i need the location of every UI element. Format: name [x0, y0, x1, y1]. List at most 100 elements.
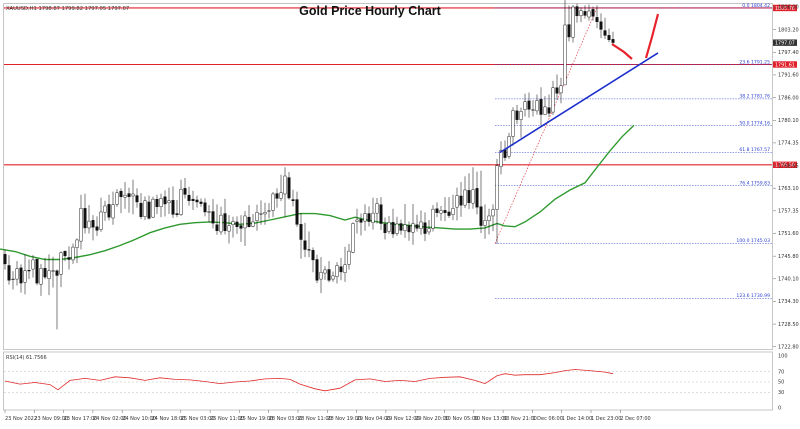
candle-body — [247, 216, 251, 227]
chart-title: Gold Price Hourly Chart — [299, 4, 442, 18]
candle-body — [539, 99, 543, 115]
candle-body — [79, 208, 83, 242]
candle-body — [339, 266, 343, 273]
candle-body — [171, 200, 175, 215]
candle-body — [551, 87, 555, 113]
candle-body — [227, 225, 231, 232]
fib-diagonal-line — [494, 7, 598, 244]
candle-body — [463, 189, 467, 206]
candle-body — [183, 188, 187, 195]
price-tick-label: 1763.10 — [778, 186, 799, 192]
candle-body — [579, 10, 583, 17]
candle-body — [431, 208, 435, 229]
rsi-label: RSI(14) 61.7566 — [6, 355, 47, 361]
candle-body — [203, 202, 207, 213]
candle-body — [307, 249, 311, 251]
candle-body — [323, 269, 327, 274]
fib-level-label: 123.6 1730.99 — [736, 293, 770, 299]
candle-body — [115, 192, 119, 205]
candle-body — [303, 240, 307, 250]
price-label-text: 1797.07 — [775, 40, 795, 46]
candle-body — [111, 204, 115, 219]
candle-body — [419, 221, 423, 229]
candle-body — [179, 188, 183, 215]
fib-level-label: 76.4 1759.83 — [739, 180, 770, 186]
candle-body — [487, 215, 491, 221]
candle-body — [455, 195, 459, 208]
candle-body — [555, 87, 559, 94]
candle-body — [119, 190, 123, 198]
time-tick-label: 23 Nov 2022 — [5, 416, 37, 422]
price-label-text: 1766.50 — [775, 163, 795, 169]
candle-body — [415, 224, 419, 229]
candle-body — [39, 268, 43, 285]
time-tick-label: 25 Nov 03:00 — [181, 416, 215, 422]
candle-body — [391, 222, 395, 235]
candle-body — [19, 267, 23, 284]
candle-body — [131, 193, 135, 197]
candle-body — [211, 211, 215, 224]
projection-arrow-up — [644, 13, 660, 59]
moving-average-line — [0, 124, 635, 261]
time-tick-label: 29 Nov 12:00 — [386, 416, 420, 422]
price-tick-label: 1722.80 — [778, 344, 799, 350]
candle-body — [287, 177, 291, 199]
time-tick-label: 25 Nov 19:00 — [239, 416, 273, 422]
candle-body — [279, 192, 283, 199]
candle-body — [587, 10, 591, 18]
time-tick-label: 30 Nov 13:00 — [474, 416, 508, 422]
projection-arrow-down — [611, 43, 633, 60]
candle-body — [327, 269, 331, 281]
candle-body — [563, 24, 567, 86]
candle-body — [503, 149, 507, 158]
candle-body — [427, 228, 431, 233]
candle-body — [291, 199, 295, 201]
candle-body — [275, 193, 279, 199]
candle-body — [367, 213, 371, 222]
candle-body — [123, 194, 127, 198]
price-tick-label: 1791.60 — [778, 73, 799, 79]
candle-body — [75, 239, 79, 248]
trend-line — [499, 52, 659, 154]
price-label-box — [773, 39, 797, 46]
candle-body — [255, 212, 259, 221]
candle-body — [23, 270, 27, 283]
candle-body — [363, 213, 367, 222]
fib-level-label: 100.0 1745.03 — [736, 238, 770, 244]
price-tick-label: 1797.40 — [778, 50, 799, 56]
candle-body — [375, 203, 379, 214]
candle-body — [383, 223, 387, 233]
candle-body — [139, 202, 143, 217]
candle-body — [607, 35, 611, 40]
candle-body — [195, 199, 199, 203]
candle-body — [187, 194, 191, 201]
fib-level-label: 61.8 1767.57 — [739, 147, 770, 153]
fib-level-label: 23.6 1791.25 — [739, 59, 770, 65]
time-tick-label: 23 Nov 09:00 — [34, 416, 68, 422]
fib-level-label: 0.0 1804.42 — [742, 3, 770, 9]
candle-body — [491, 209, 495, 217]
candle-body — [351, 223, 355, 253]
candle-body — [223, 213, 227, 231]
candle-body — [295, 199, 299, 225]
candle-body — [55, 270, 59, 276]
price-panel-frame — [3, 3, 773, 350]
time-tick-label: 30 Nov 05:00 — [445, 416, 479, 422]
candle-body — [271, 193, 275, 211]
time-tick-label: 25 Nov 11:00 — [210, 416, 244, 422]
candle-body — [439, 210, 443, 214]
price-tick-label: 1728.50 — [778, 322, 799, 328]
price-tick-label: 1774.35 — [778, 141, 799, 147]
candle-body — [395, 223, 399, 234]
candle-body — [219, 214, 223, 233]
candle-body — [523, 101, 527, 110]
candle-body — [107, 204, 111, 218]
time-tick-label: 28 Nov 03:00 — [269, 416, 303, 422]
candle-body — [575, 6, 579, 17]
candle-body — [239, 225, 243, 229]
candle-body — [59, 252, 63, 275]
candle-body — [175, 213, 179, 215]
candle-body — [159, 198, 163, 207]
price-tick-label: 1757.35 — [778, 209, 799, 215]
